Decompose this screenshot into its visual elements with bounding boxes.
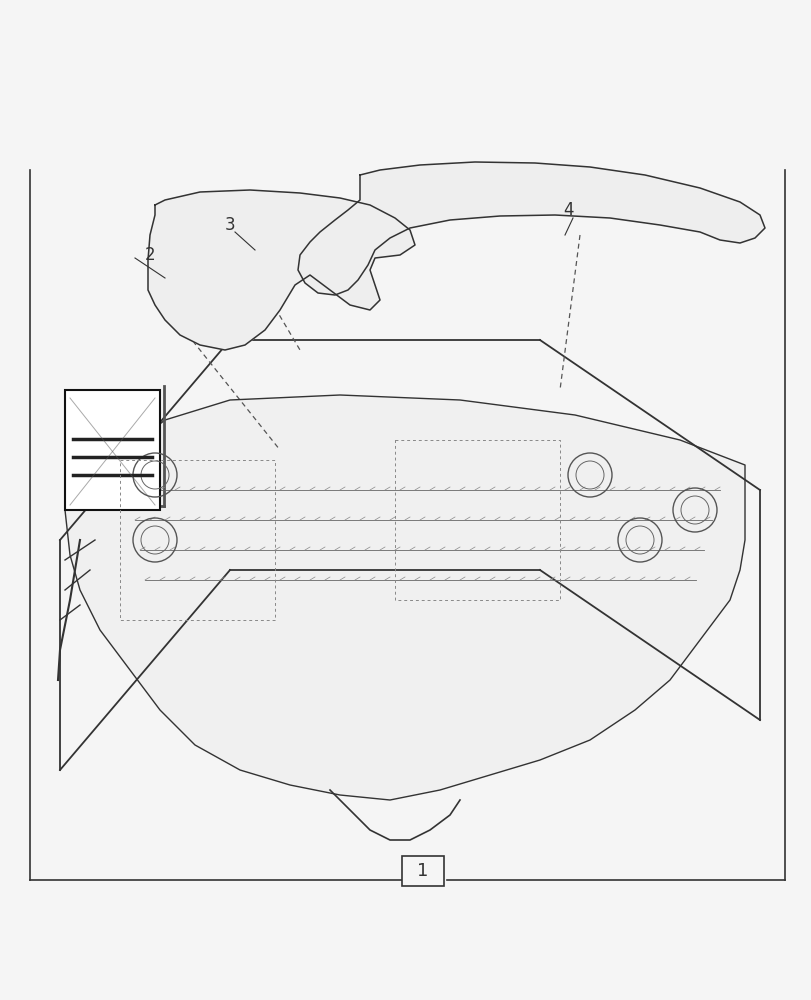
Text: 3: 3	[225, 216, 235, 234]
Text: 1: 1	[417, 862, 428, 880]
Polygon shape	[298, 162, 764, 295]
Polygon shape	[148, 190, 414, 350]
Bar	[401, 856, 444, 886]
Bar	[65, 390, 160, 510]
Polygon shape	[65, 395, 744, 800]
Text: 2: 2	[145, 246, 156, 264]
Text: 4: 4	[562, 201, 573, 219]
